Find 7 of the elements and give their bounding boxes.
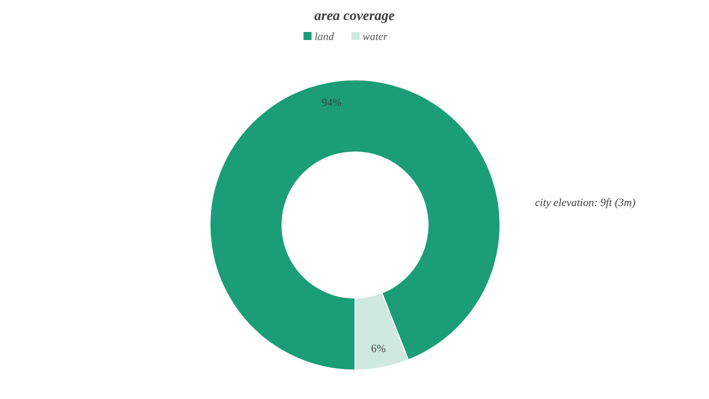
data-label: 94% bbox=[321, 97, 342, 110]
data-label: 6% bbox=[371, 342, 386, 355]
legend-label: water bbox=[362, 31, 388, 43]
chart-title: area coverage bbox=[314, 9, 395, 24]
donut-slice bbox=[210, 80, 500, 370]
legend-label: land bbox=[314, 31, 335, 43]
text: city elevation: 9ft (3m) bbox=[535, 197, 636, 209]
